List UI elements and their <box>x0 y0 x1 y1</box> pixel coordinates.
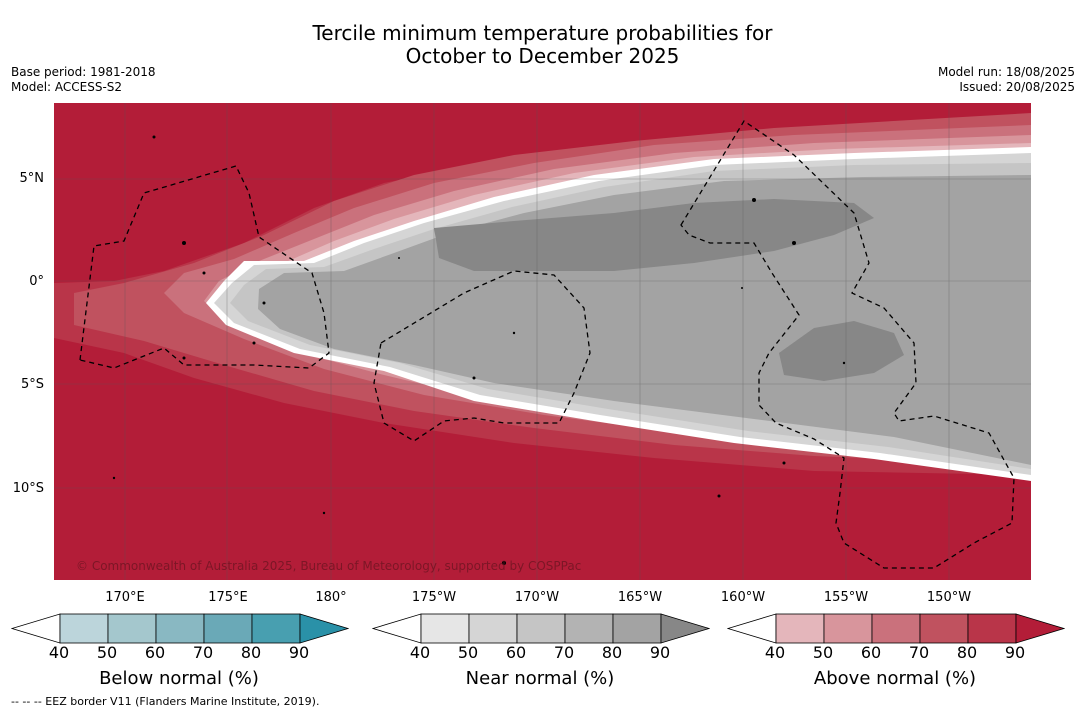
colorbar-segment <box>516 613 566 644</box>
island-coastlines <box>112 135 846 565</box>
colorbar-segment <box>823 613 873 644</box>
colorbar-svg <box>372 613 710 644</box>
lon-label-150w: 150°W <box>926 590 972 605</box>
colorbar-tick-label: 80 <box>240 643 262 662</box>
colorbar-tick-label: 80 <box>956 643 978 662</box>
graticule <box>54 103 1031 580</box>
issued-date: Issued: 20/08/2025 <box>959 80 1075 94</box>
colorbar-tick-label: 90 <box>649 643 671 662</box>
meta-right: Model run: 18/08/2025 Issued: 20/08/2025 <box>938 65 1075 95</box>
lon-label-175e: 175°E <box>208 590 248 605</box>
probability-map <box>54 103 1031 580</box>
colorbar-tick-label: 60 <box>860 643 882 662</box>
colorbar-segment <box>251 613 301 644</box>
colorbar-svg <box>11 613 349 644</box>
colorbar-above-normal <box>727 613 1065 644</box>
meta-left: Base period: 1981-2018 Model: ACCESS-S2 <box>11 65 156 95</box>
colorbar-tick-label: 70 <box>908 643 930 662</box>
colorbar-tick-label: 90 <box>288 643 310 662</box>
title-line-2: October to December 2025 <box>405 44 680 68</box>
colorbar-segment <box>871 613 921 644</box>
colorbar-tick-label: 60 <box>144 643 166 662</box>
lat-label-5n: 5°N <box>19 171 45 186</box>
colorbar-low-arrow <box>727 613 777 644</box>
colorbar-tick-label: 40 <box>764 643 786 662</box>
colorbar-tick-label: 90 <box>1004 643 1026 662</box>
colorbar-tick-label: 40 <box>48 643 70 662</box>
lon-label-165w: 165°W <box>617 590 663 605</box>
colorbar-segment <box>107 613 157 644</box>
lon-label-160w: 160°W <box>720 590 766 605</box>
colorbar-low-arrow <box>372 613 422 644</box>
colorbar-high-arrow <box>299 613 349 644</box>
lon-label-170e: 170°E <box>105 590 145 605</box>
lon-label-170w: 170°W <box>514 590 560 605</box>
model-run: Model run: 18/08/2025 <box>937 65 1075 79</box>
colorbar-title-near: Near normal (%) <box>465 668 615 689</box>
colorbar-tick-label: 50 <box>96 643 118 662</box>
colorbar-tick-label: 80 <box>601 643 623 662</box>
colorbar-segment <box>155 613 205 644</box>
lon-label-175w: 175°W <box>411 590 457 605</box>
colorbar-high-arrow <box>660 613 710 644</box>
colorbar-below-normal <box>11 613 349 644</box>
colorbar-tick-label: 70 <box>553 643 575 662</box>
model-name: Model: ACCESS-S2 <box>11 80 123 94</box>
colorbar-segment <box>203 613 253 644</box>
colorbar-segment <box>564 613 614 644</box>
colorbar-tick-label: 70 <box>192 643 214 662</box>
lat-label-5s: 5°S <box>20 377 44 392</box>
colorbar-segment <box>919 613 969 644</box>
lon-label-155w: 155°W <box>823 590 869 605</box>
colorbar-tick-label: 50 <box>457 643 479 662</box>
lat-label-0: 0° <box>29 274 44 289</box>
colorbar-title-below: Below normal (%) <box>99 668 259 689</box>
title-line-1: Tercile minimum temperature probabilitie… <box>312 21 773 45</box>
base-period: Base period: 1981-2018 <box>11 65 156 79</box>
eez-borders <box>79 120 1015 569</box>
near-high-patch-north <box>434 199 874 271</box>
chart-title: Tercile minimum temperature probabilitie… <box>0 22 1085 68</box>
colorbar-segment <box>775 613 825 644</box>
colorbar-low-arrow <box>11 613 61 644</box>
colorbar-high-arrow <box>1015 613 1065 644</box>
map-copyright: © Commonwealth of Australia 2025, Bureau… <box>76 559 582 573</box>
colorbar-segment <box>468 613 518 644</box>
colorbar-tick-label: 60 <box>505 643 527 662</box>
colorbar-segment <box>420 613 470 644</box>
eez-footnote: -- -- -- EEZ border V11 (Flanders Marine… <box>11 695 320 708</box>
colorbar-near-normal <box>372 613 710 644</box>
colorbar-tick-label: 40 <box>409 643 431 662</box>
lat-label-10s: 10°S <box>12 481 44 496</box>
colorbar-segment <box>612 613 662 644</box>
colorbar-title-above: Above normal (%) <box>813 668 977 689</box>
colorbar-tick-label: 50 <box>812 643 834 662</box>
colorbar-segment <box>967 613 1017 644</box>
lon-label-180: 180° <box>315 590 347 605</box>
colorbar-segment <box>59 613 109 644</box>
near-high-patch-east <box>779 321 904 381</box>
colorbar-svg <box>727 613 1065 644</box>
